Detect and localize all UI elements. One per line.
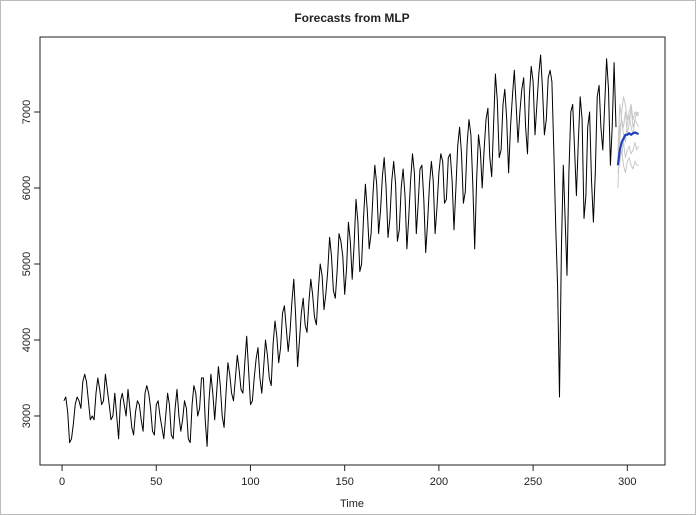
x-tick-label: 0	[59, 476, 65, 488]
x-tick-label: 100	[241, 476, 259, 488]
chart-title: Forecasts from MLP	[294, 11, 409, 25]
x-axis-label: Time	[340, 498, 364, 510]
x-tick-label: 200	[430, 476, 448, 488]
x-tick-label: 50	[150, 476, 162, 488]
y-tick-label: 7000	[21, 100, 33, 124]
series-line	[617, 141, 640, 166]
series-line	[617, 103, 640, 151]
y-tick-label: 6000	[21, 176, 33, 200]
y-tick-label: 3000	[21, 404, 33, 428]
x-tick-label: 150	[336, 476, 354, 488]
series-line	[616, 131, 639, 166]
x-tick-label: 250	[524, 476, 542, 488]
series-line	[617, 149, 639, 174]
y-tick-label: 5000	[21, 252, 33, 276]
y-tick-label: 4000	[21, 328, 33, 352]
plot-box	[39, 36, 666, 466]
series-line	[63, 54, 617, 447]
x-tick-label: 300	[618, 476, 636, 488]
